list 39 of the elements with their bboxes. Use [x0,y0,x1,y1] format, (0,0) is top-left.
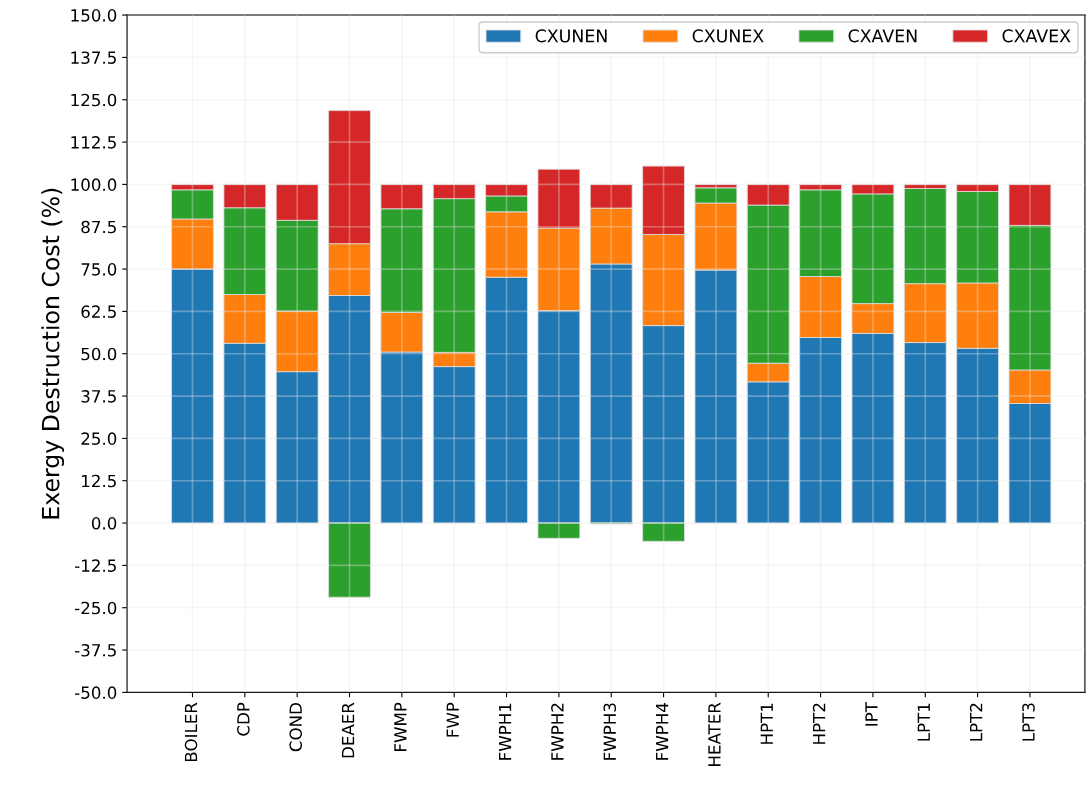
y-tick-label: -37.5 [75,644,116,657]
x-tick-label: LPT3 [1022,703,1035,741]
x-tick-label: FWP [446,702,459,737]
y-axis-title: Exergy Destruction Cost (%) [41,188,65,519]
x-tick-label: HPT1 [760,703,773,744]
y-tick-label: -25.0 [75,601,117,615]
x-tick-label: CDP [237,702,250,736]
y-tick-label: 137.5 [71,51,116,64]
x-tick-label: FWPH2 [551,703,564,760]
y-tick-label: 50.0 [81,347,117,361]
x-tick-label: FWPH3 [603,703,617,760]
y-tick-label: -50.0 [75,686,117,699]
x-tick-label: DEAER [341,702,355,758]
x-tick-label: LPT2 [969,703,983,741]
y-tick-label: 125.0 [71,93,117,107]
y-tick-label: 100.0 [71,178,117,191]
x-tick-label: HEATER [708,702,721,766]
x-tick-label: FWPH1 [498,703,512,760]
legend-label: CXUNEX [692,29,764,43]
y-tick-label: 112.5 [71,136,116,149]
x-tick-label: FWPH4 [656,703,669,760]
y-tick-label: 37.5 [81,390,116,403]
legend-label: CXAVEX [1002,29,1071,43]
y-tick-label: 12.5 [82,474,116,488]
y-tick-label: 150.0 [71,9,117,22]
x-tick-label: LPT1 [917,703,930,741]
y-tick-label: 25.0 [81,432,117,445]
x-tick-label: HPT2 [812,703,826,744]
x-tick-label: COND [289,703,303,752]
legend-label: CXAVEN [848,29,917,43]
x-tick-label: IPT [865,702,878,726]
y-tick-label: 87.5 [81,220,116,234]
y-tick-label: 62.5 [81,305,116,318]
legend-label: CXUNEN [535,29,607,43]
x-tick-label: BOILER [184,702,198,762]
y-tick-label: -12.5 [75,559,116,572]
y-tick-label: 0.0 [91,517,117,530]
x-tick-label: FWMP [394,702,407,751]
y-tick-label: 75.0 [81,263,117,276]
